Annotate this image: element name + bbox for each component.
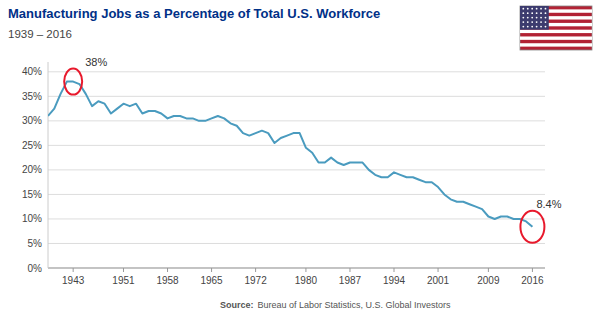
x-tick-label: 1994 — [383, 275, 406, 286]
flag-star — [527, 21, 529, 23]
flag-star — [545, 17, 547, 19]
flag-star — [531, 26, 533, 28]
y-tick-label: 20% — [22, 164, 42, 175]
x-tick-label: 2001 — [427, 275, 450, 286]
x-tick-label: 2016 — [521, 275, 544, 286]
flag-star — [527, 8, 529, 10]
plot-area — [48, 82, 532, 227]
x-axis-line — [48, 268, 545, 269]
flag-star — [522, 8, 524, 10]
flag-star — [536, 12, 538, 14]
flag-star — [522, 12, 524, 14]
flag-star — [536, 26, 538, 28]
flag-star — [540, 21, 542, 23]
flag — [520, 6, 592, 50]
chart: Manufacturing Jobs as a Percentage of To… — [0, 0, 600, 316]
grid-line — [48, 96, 545, 97]
flag-star — [540, 17, 542, 19]
x-tick — [123, 268, 124, 272]
x-tick — [73, 268, 74, 272]
grid-line — [48, 120, 545, 121]
grid-line — [48, 71, 545, 72]
annotation-label: 8.4% — [536, 198, 561, 210]
flag-star — [540, 26, 542, 28]
flag-star — [522, 21, 524, 23]
flag-star — [531, 8, 533, 10]
source: Source: Bureau of Labor Statistics, U.S. … — [220, 300, 451, 310]
y-tick-label: 25% — [22, 140, 42, 151]
x-tick — [394, 268, 395, 272]
x-tick — [438, 268, 439, 272]
flag-star — [540, 12, 542, 14]
y-tick-label: 5% — [28, 238, 43, 249]
flag-canton — [520, 6, 549, 30]
source-label: Source: — [220, 300, 254, 310]
x-tick-label: 1943 — [62, 275, 85, 286]
x-tick — [305, 268, 306, 272]
title: Manufacturing Jobs as a Percentage of To… — [8, 6, 380, 21]
x-tick — [167, 268, 168, 272]
grid-line — [48, 169, 545, 170]
y-tick-label: 10% — [22, 213, 42, 224]
subtitle: 1939 – 2016 — [8, 28, 72, 40]
y-axis-line — [48, 62, 49, 268]
grid-line — [48, 243, 545, 244]
source-text: Bureau of Labor Statistics, U.S. Global … — [258, 300, 452, 310]
y-tick-label: 35% — [22, 91, 42, 102]
flag-star — [527, 17, 529, 19]
grid-line — [48, 268, 545, 269]
x-tick-label: 1958 — [156, 275, 179, 286]
annotation-circle — [520, 211, 544, 243]
x-tick-label: 2009 — [477, 275, 500, 286]
flag-star — [527, 12, 529, 14]
x-tick — [349, 268, 350, 272]
x-tick-label: 1980 — [295, 275, 318, 286]
annotation-circle — [64, 69, 82, 95]
flag-star — [540, 8, 542, 10]
x-tick-label: 1987 — [339, 275, 362, 286]
flag-star — [527, 26, 529, 28]
flag-stripe — [520, 30, 592, 33]
data-line — [48, 82, 532, 227]
x-tick-label: 1951 — [112, 275, 135, 286]
y-tick-label: 40% — [22, 66, 42, 77]
flag-star — [536, 8, 538, 10]
y-tick-label: 30% — [22, 115, 42, 126]
y-tick-label: 0% — [28, 263, 43, 274]
grid-line — [48, 194, 545, 195]
flag-star — [531, 12, 533, 14]
flag-star — [545, 26, 547, 28]
flag-star — [545, 21, 547, 23]
flag-star — [545, 12, 547, 14]
x-tick — [255, 268, 256, 272]
x-tick-label: 1972 — [244, 275, 267, 286]
flag-star — [522, 17, 524, 19]
x-tick — [532, 268, 533, 272]
x-tick — [488, 268, 489, 272]
flag-star — [536, 21, 538, 23]
flag-star — [536, 17, 538, 19]
grid-line — [48, 145, 545, 146]
flag-stripe — [520, 43, 592, 46]
grid-line — [48, 218, 545, 219]
flag-star — [531, 21, 533, 23]
x-tick-label: 1965 — [200, 275, 223, 286]
flag-star — [545, 8, 547, 10]
flag-background — [520, 6, 592, 50]
flag-star — [522, 26, 524, 28]
grid — [48, 72, 545, 268]
flag-stripe — [520, 36, 592, 39]
x-tick — [211, 268, 212, 272]
annotation-label: 38% — [85, 56, 107, 68]
y-tick-label: 15% — [22, 189, 42, 200]
flag-star — [531, 17, 533, 19]
